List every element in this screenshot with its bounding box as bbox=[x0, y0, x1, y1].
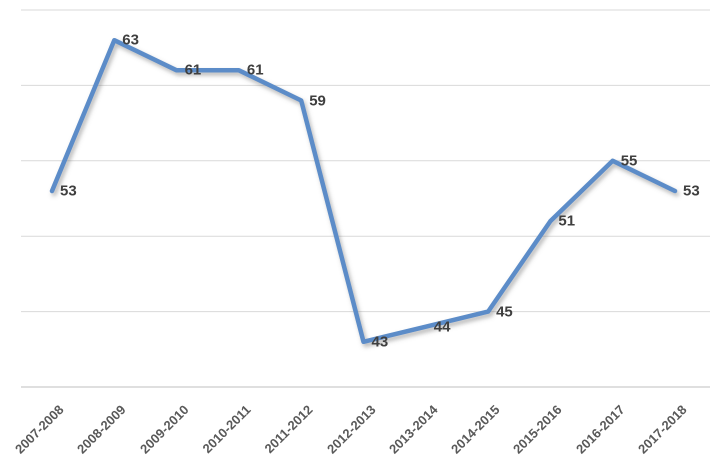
data-label: 55 bbox=[620, 152, 638, 170]
data-label: 51 bbox=[558, 212, 576, 230]
data-label: 59 bbox=[309, 92, 326, 109]
data-label: 45 bbox=[496, 303, 513, 321]
series-line bbox=[49, 37, 678, 345]
data-label: 61 bbox=[246, 61, 264, 79]
data-label: 63 bbox=[122, 31, 139, 49]
data-label: 43 bbox=[371, 333, 389, 351]
data-label: 53 bbox=[683, 182, 700, 200]
data-label: 44 bbox=[433, 318, 451, 336]
data-label: 53 bbox=[60, 182, 77, 200]
data-label: 61 bbox=[184, 61, 202, 79]
gridlines bbox=[21, 9, 710, 388]
